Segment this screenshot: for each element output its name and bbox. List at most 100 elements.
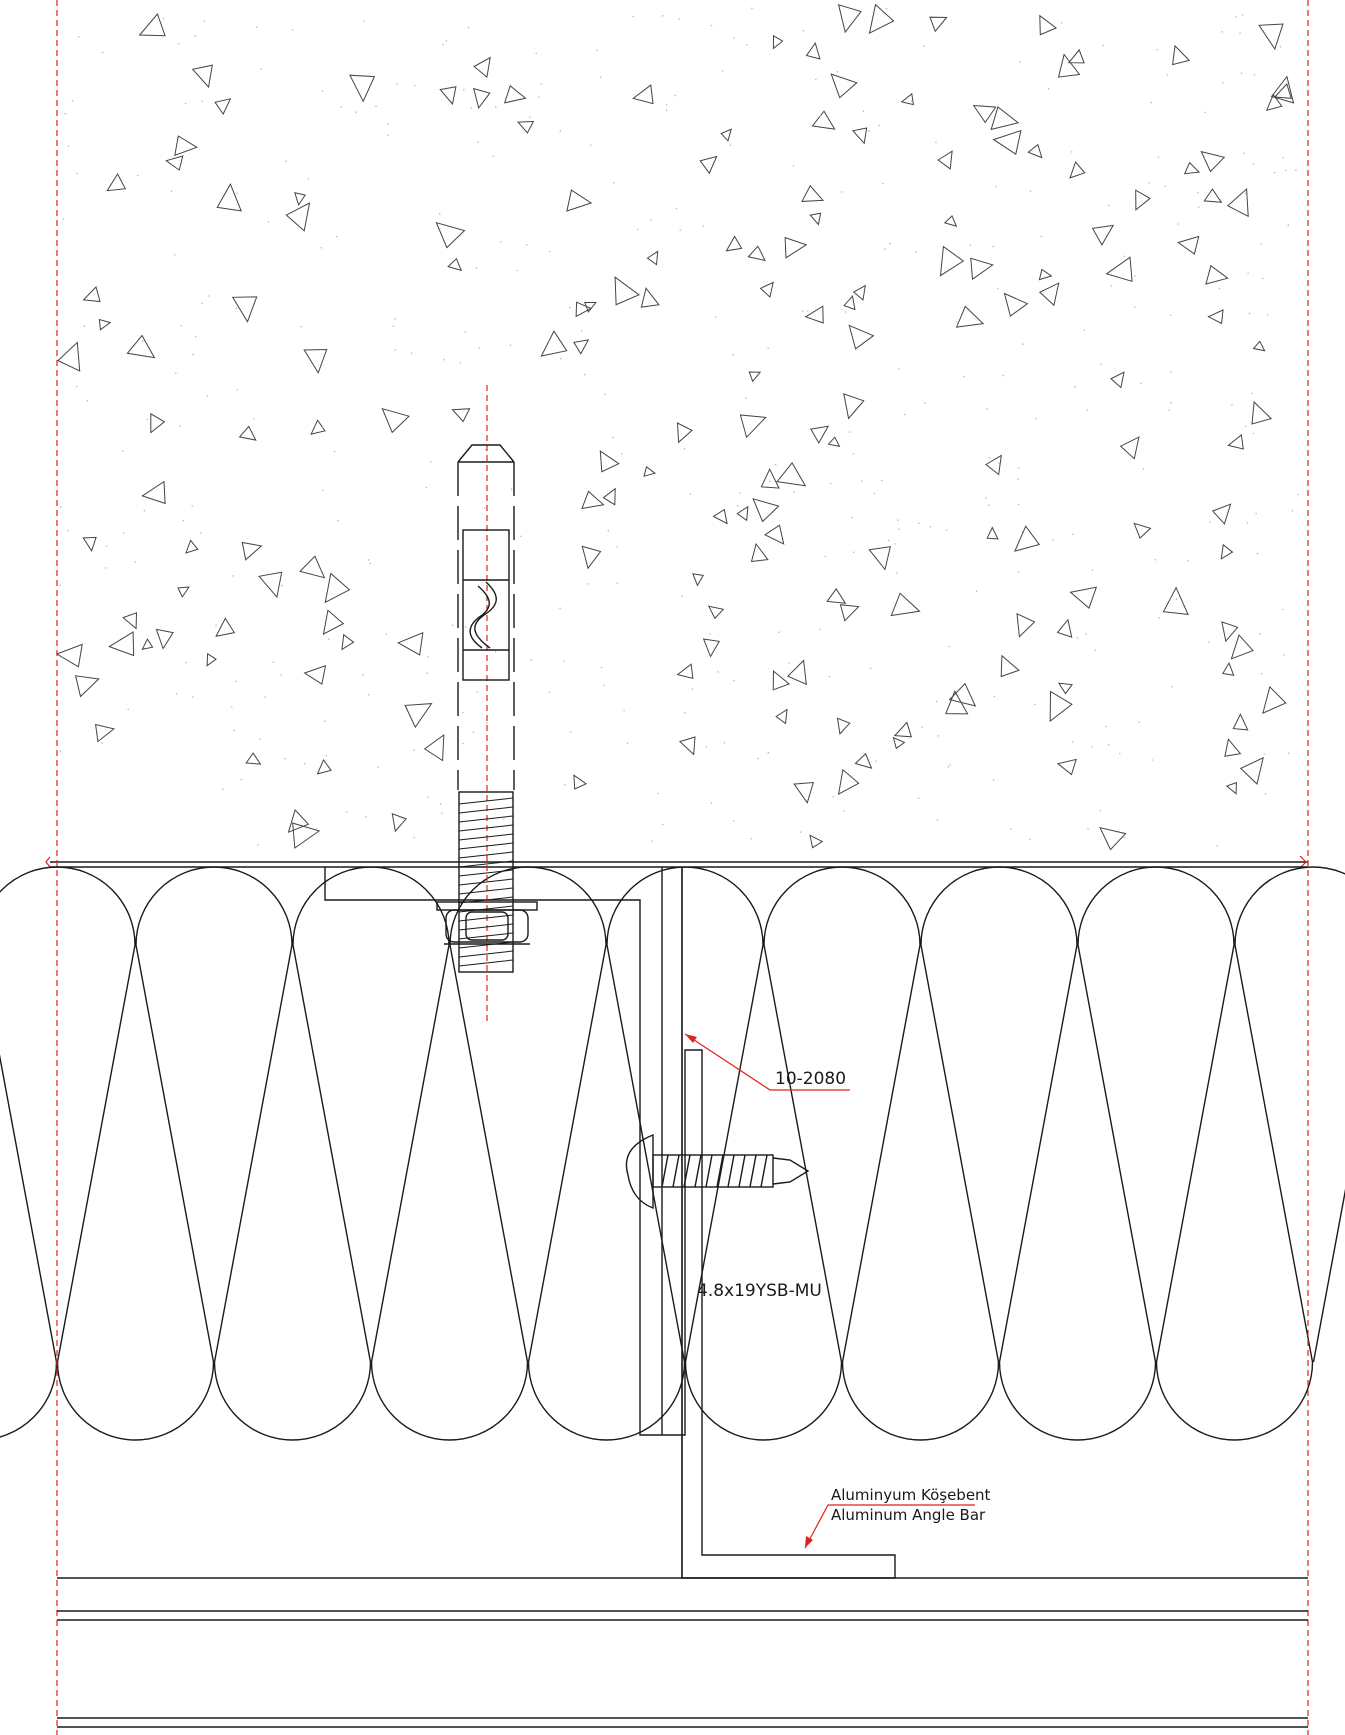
aggregate-dot [1248, 312, 1251, 315]
aggregate-mark [1000, 654, 1020, 678]
aggregate-mark [784, 236, 808, 259]
aggregate-dot [375, 105, 377, 108]
aggregate-dot [819, 115, 822, 117]
aggregate-dot [464, 331, 467, 333]
aggregate-dot [603, 684, 605, 687]
aggregate-dot [832, 795, 835, 798]
aggregate-mark [599, 450, 620, 473]
aggregate-mark [801, 184, 825, 202]
label-screw-code: 4.8x19YSB-MU [697, 1281, 822, 1301]
aggregate-dot [203, 20, 206, 22]
aggregate-dot [559, 130, 562, 132]
aggregate-dot [1029, 190, 1032, 192]
aggregate-mark [955, 305, 985, 328]
aggregate-dot [1034, 703, 1036, 706]
aggregate-dot [122, 532, 125, 534]
aggregate-mark [752, 498, 780, 523]
aggregate-dot [1017, 467, 1020, 470]
aggregate-mark [439, 86, 457, 106]
aggregate-dot [985, 497, 987, 499]
aggregate-dot [898, 528, 900, 531]
aggregate-dot [1158, 617, 1160, 619]
aggregate-dot [264, 696, 266, 698]
aggregate-dot [1017, 571, 1020, 573]
aggregate-mark [141, 638, 154, 650]
aggregate-mark [892, 736, 906, 750]
aggregate-dot [745, 397, 747, 399]
thread-line [458, 887, 514, 895]
aggregate-dot [1171, 685, 1173, 688]
aggregate-dot [184, 102, 187, 105]
aggregate-dot [192, 696, 194, 698]
aggregate-dot [486, 722, 489, 724]
aggregate-dot [510, 488, 513, 491]
aggregate-dot [1154, 558, 1157, 561]
aggregate-dot [121, 450, 124, 452]
aggregate-dot [1091, 746, 1093, 748]
aggregate-dot [410, 352, 413, 354]
aggregate-dot [1002, 374, 1005, 377]
aggregate-dot [191, 505, 194, 507]
aggregate-dot [535, 52, 537, 55]
aggregate-mark [206, 652, 217, 667]
aggregate-mark [720, 128, 732, 142]
aggregate-dot [442, 43, 444, 46]
aggregate-mark [285, 202, 311, 232]
aggregate-dot [882, 182, 884, 185]
aggregate-dot [1261, 277, 1264, 280]
aggregate-mark [890, 592, 921, 617]
aggregate-dot [1164, 185, 1167, 187]
aggregate-dot [757, 757, 759, 760]
aggregate-dot [936, 818, 939, 821]
aggregate-dot [769, 480, 771, 483]
aggregate-dot [291, 29, 294, 31]
aggregate-dot [852, 453, 855, 455]
aggregate-dot [59, 750, 62, 752]
aggregate-dot [1198, 206, 1200, 208]
aggregate-dot [721, 70, 724, 72]
aggregate-dot [674, 94, 677, 97]
aggregate-dot [1085, 633, 1087, 635]
aggregate-mark [177, 586, 190, 598]
aggregate-mark [122, 612, 138, 630]
aggregate-dot [988, 457, 991, 459]
aggregate-dot [1264, 793, 1267, 795]
aggregate-dot [924, 402, 926, 404]
aggregate-dot [873, 492, 876, 495]
aggregate-dot [945, 529, 948, 531]
aggregate-mark [231, 296, 258, 323]
aggregate-dot [862, 110, 865, 112]
aggregate-dot [62, 218, 65, 221]
aggregate-dot [194, 335, 197, 338]
aggregate-dot [280, 674, 282, 676]
aggregate-dot [702, 225, 705, 227]
anchor-bolt [436, 385, 538, 1025]
aggregate-mark [1262, 685, 1287, 714]
aggregate-mark [82, 536, 97, 552]
aggregate-dot [746, 44, 748, 46]
aggregate-dot [430, 461, 432, 463]
aggregate-mark [98, 318, 112, 331]
thread-line [458, 860, 514, 868]
aggregate-mark [503, 84, 527, 104]
aggregate-dot [623, 709, 625, 712]
aggregate-mark [725, 235, 743, 252]
cladding-panel [57, 1577, 1308, 1728]
aggregate-mark [1105, 256, 1133, 282]
aggregate-mark [707, 605, 725, 620]
aggregate-dot [394, 349, 397, 351]
aggregate-dot [1288, 752, 1290, 754]
screw-threads [661, 1154, 768, 1188]
aggregate-dot [67, 529, 69, 532]
aggregate-dot [367, 693, 370, 696]
aggregate-dot [1216, 845, 1218, 847]
aggregate-dot [206, 395, 209, 398]
aggregate-mark [990, 106, 1020, 131]
aggregate-dot [612, 436, 614, 439]
aggregate-dot [998, 462, 1000, 465]
aggregate-mark [322, 609, 345, 636]
aggregate-dot [175, 372, 177, 375]
aggregate-dot [174, 254, 176, 256]
aggregate-mark [299, 555, 326, 579]
aggregate-dot [1087, 828, 1089, 830]
